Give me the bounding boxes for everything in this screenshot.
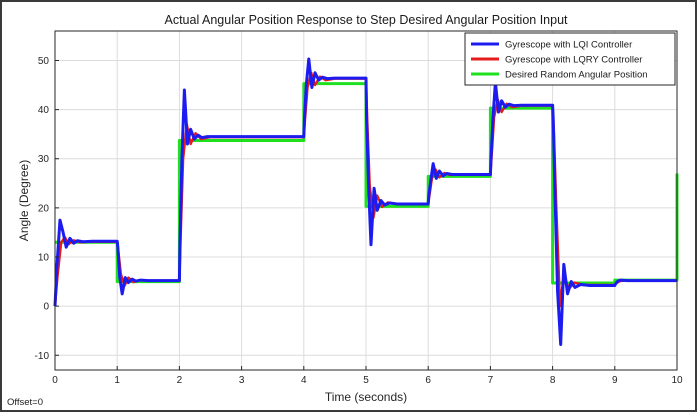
x-tick-label: 5	[363, 375, 369, 386]
x-tick-label: 3	[239, 375, 245, 386]
series-layer	[53, 57, 679, 346]
x-tick-label: 8	[550, 375, 556, 386]
x-tick-label: 0	[52, 375, 58, 386]
tick-labels: 0 1 2 3 4 5 6 7 8 9 10 -10 0 10 20 30 40 50	[35, 56, 683, 386]
x-tick-label: 4	[301, 375, 307, 386]
offset-annotation: Offset=0	[7, 397, 43, 408]
y-tick-label: 40	[38, 105, 50, 116]
x-tick-label: 2	[177, 375, 183, 386]
x-tick-label: 6	[425, 375, 431, 386]
legend-entry-2: Desired Random Angular Position	[505, 70, 648, 81]
legend-box	[464, 32, 676, 86]
chart-title: Actual Angular Position Response to Step…	[164, 13, 568, 27]
y-tick-label: 50	[38, 56, 50, 67]
y-axis-label: Angle (Degree)	[17, 160, 31, 241]
y-tick-label: 0	[43, 302, 49, 313]
y-tick-label: -10	[35, 351, 50, 362]
legend-entry-0: Gyrescope with LQI Controller	[505, 40, 632, 51]
legend-entry-1: Gyrescope with LQRY Controller	[505, 55, 642, 66]
y-tick-label: 20	[38, 203, 50, 214]
y-tick-label: 10	[38, 253, 50, 264]
axes	[54, 30, 678, 371]
x-tick-label: 7	[488, 375, 494, 386]
y-tick-label: 30	[38, 154, 50, 165]
x-axis-label: Time (seconds)	[325, 390, 407, 404]
x-tick-label: 10	[671, 375, 683, 386]
x-tick-label: 9	[612, 375, 618, 386]
series-line-0	[53, 57, 677, 346]
x-tick-label: 1	[114, 375, 120, 386]
legend: Gyrescope with LQI Controller Gyrescope w…	[464, 32, 676, 86]
